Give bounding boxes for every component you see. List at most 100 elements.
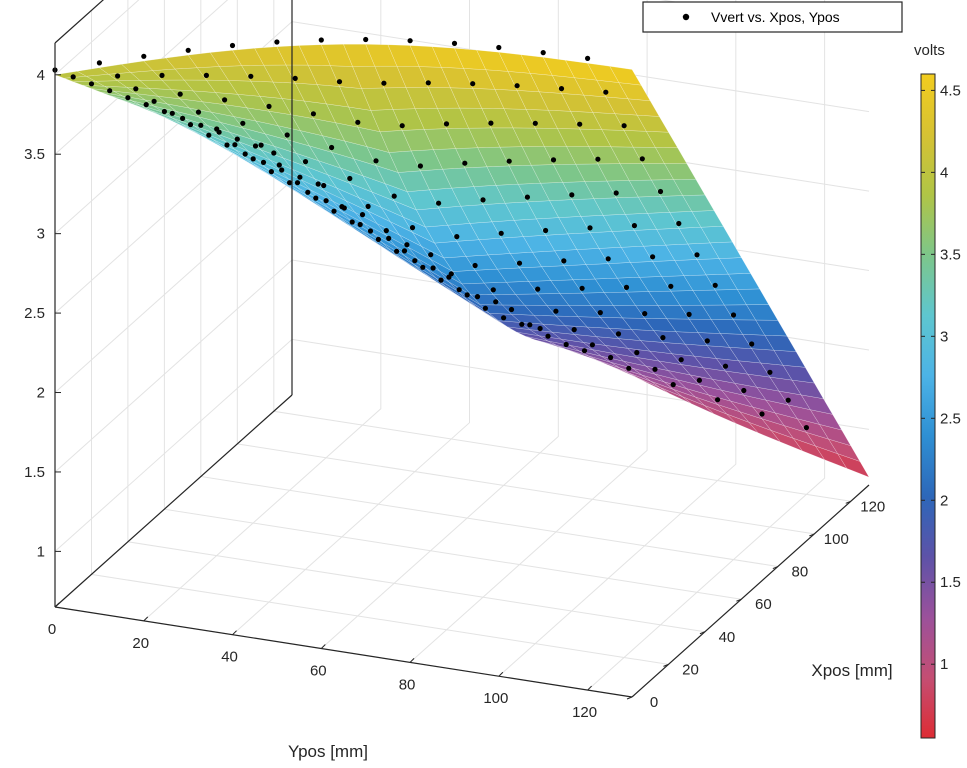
data-point xyxy=(187,122,194,128)
data-point xyxy=(357,221,363,228)
colorbar-tick-label: 1.5 xyxy=(940,574,961,591)
y-tick-label: 0 xyxy=(48,621,56,638)
data-point xyxy=(359,212,366,218)
data-point xyxy=(597,310,603,316)
data-point xyxy=(563,341,569,348)
data-point xyxy=(474,294,481,300)
surface-cell xyxy=(718,257,751,275)
y-tick-mark xyxy=(143,616,149,622)
data-point xyxy=(550,157,557,163)
data-point xyxy=(250,156,256,162)
data-point xyxy=(660,335,666,341)
data-point xyxy=(767,369,773,375)
data-point xyxy=(577,121,583,127)
data-point xyxy=(621,123,627,129)
data-point xyxy=(498,230,504,236)
data-point xyxy=(240,120,246,126)
data-point xyxy=(302,159,309,165)
data-point xyxy=(686,311,692,317)
data-point xyxy=(482,305,488,311)
x-tick-label: 100 xyxy=(824,531,849,548)
data-point xyxy=(803,425,810,431)
surface-cell xyxy=(764,334,797,352)
z-tick-label: 1 xyxy=(37,543,45,560)
legend-marker xyxy=(682,13,690,21)
data-point xyxy=(524,194,531,200)
data-point xyxy=(232,142,238,148)
data-point xyxy=(514,83,520,89)
x-axis-label: Xpos [mm] xyxy=(811,661,892,680)
data-point xyxy=(464,292,470,298)
data-point xyxy=(676,220,682,227)
surface-cell xyxy=(800,394,833,415)
data-point xyxy=(535,286,541,292)
data-point xyxy=(595,156,601,162)
data-point xyxy=(279,167,285,173)
x-tick-mark xyxy=(663,663,669,667)
surface-cell xyxy=(818,424,852,447)
data-point xyxy=(248,73,254,79)
colorbar: volts 1 1.5 2 2.5 3 3.5 4 4.5 xyxy=(914,42,961,739)
data-point xyxy=(341,205,347,211)
data-point xyxy=(386,235,392,241)
y-tick-label: 100 xyxy=(483,690,508,707)
surface-cell xyxy=(609,65,642,86)
data-point xyxy=(401,248,408,254)
data-point xyxy=(365,203,371,209)
data-point xyxy=(195,109,202,115)
data-point xyxy=(438,277,444,283)
x-tick-mark xyxy=(845,500,851,504)
colorbar-tick-label: 2.5 xyxy=(940,410,961,427)
grid-line-y xyxy=(498,0,737,677)
data-point xyxy=(587,225,593,231)
data-point xyxy=(451,40,458,47)
data-point xyxy=(543,227,549,234)
data-point xyxy=(394,248,400,254)
data-point xyxy=(125,95,131,101)
data-point xyxy=(363,36,369,43)
data-point xyxy=(252,143,259,149)
y-tick-label: 80 xyxy=(399,676,416,693)
data-point xyxy=(268,169,274,175)
surface-cell xyxy=(664,163,697,180)
data-point xyxy=(589,342,596,348)
data-point xyxy=(571,327,577,333)
data-point xyxy=(271,150,277,156)
data-point xyxy=(626,365,632,371)
data-point xyxy=(336,79,343,85)
box-edge xyxy=(54,0,104,44)
x-tick-mark xyxy=(626,696,633,700)
data-point xyxy=(430,265,436,271)
x-tick-label: 0 xyxy=(650,694,658,711)
data-point xyxy=(553,308,559,314)
data-point xyxy=(180,115,186,121)
legend-box xyxy=(642,1,903,33)
data-point xyxy=(456,287,462,293)
data-point xyxy=(545,333,551,339)
data-point xyxy=(318,37,324,43)
data-point xyxy=(631,223,638,229)
y-tick-mark xyxy=(498,671,504,677)
data-point xyxy=(294,180,301,186)
x-axis-ticks: 0 20 40 60 80 100 120 xyxy=(626,498,885,711)
data-point xyxy=(185,47,191,53)
data-point xyxy=(678,357,684,363)
surface-cell xyxy=(809,409,843,431)
data-point xyxy=(670,382,676,388)
axes-box-edges xyxy=(54,0,870,698)
box-edge xyxy=(631,484,870,698)
data-point xyxy=(321,182,327,189)
data-point xyxy=(527,322,533,328)
legend[interactable]: Vvert vs. Xpos, Ypos xyxy=(642,1,903,33)
data-point xyxy=(623,284,630,290)
z-tick-label: 3.5 xyxy=(24,146,45,163)
data-point xyxy=(331,208,337,214)
y-tick-mark xyxy=(587,685,592,691)
data-point xyxy=(519,321,525,327)
data-point xyxy=(639,156,645,162)
x-tick-label: 20 xyxy=(682,661,699,678)
data-point xyxy=(391,193,397,199)
surface-cell xyxy=(736,288,770,306)
z-tick-label: 4 xyxy=(37,67,45,84)
